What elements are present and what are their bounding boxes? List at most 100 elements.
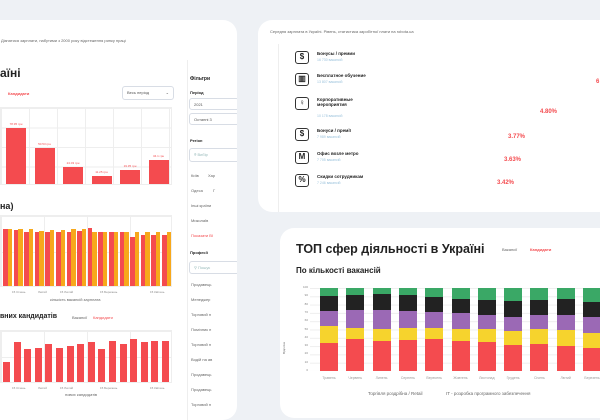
salary-chart: 78.95 грн 50.53 грн 24.03 грн 11.25 грн 19.3…	[0, 107, 172, 185]
profession-item[interactable]: Торговий п	[191, 402, 212, 407]
bar-orange	[81, 229, 87, 286]
profession-item[interactable]: Менеджер	[191, 297, 211, 302]
profession-item[interactable]: Продавець	[191, 282, 212, 287]
y-tick: 100	[302, 285, 308, 289]
tab-candidates[interactable]: Кандидати	[530, 247, 552, 252]
profession-item[interactable]: Торговий п	[191, 342, 212, 347]
bar-segment-purple	[556, 314, 575, 331]
bar-segment-purple	[398, 311, 417, 328]
show-all-link[interactable]: Показати ВІ	[191, 233, 214, 238]
region-tag[interactable]: Київ	[191, 173, 199, 178]
region-tag[interactable]: Хар	[208, 173, 216, 178]
benefit-percent: 6	[596, 79, 600, 85]
bar-orange	[7, 229, 12, 286]
bar-segment-yellow	[320, 326, 338, 343]
profession-item[interactable]: Торговий п	[191, 312, 212, 317]
bar	[140, 342, 148, 382]
note: Дізнатися зарплати, набутими з 2000 року…	[1, 38, 126, 43]
bar-orange	[18, 229, 23, 286]
bar	[56, 347, 63, 382]
bar-label: 24.03 грн	[66, 160, 80, 165]
x-tick: 15 Квітень	[150, 290, 165, 294]
y-tick: 70	[304, 309, 308, 314]
bar-segment-black	[451, 298, 470, 313]
bar-segment-red	[530, 344, 549, 371]
bar-red	[151, 235, 156, 286]
top-title: ТОП сфер діяльності в Україні	[296, 242, 485, 256]
benefit-count: 7 246 вакансій	[317, 181, 341, 185]
bar-segment-yellow	[504, 331, 523, 346]
bar	[91, 176, 112, 184]
bar-red	[34, 232, 40, 286]
profession-item[interactable]: Помічник п	[191, 327, 212, 332]
tab-candidates[interactable]: Кандидати	[8, 91, 30, 96]
benefit-percent: 4.80%	[540, 109, 558, 115]
bar-segment-red	[477, 341, 496, 371]
bar-segment-yellow	[398, 327, 417, 341]
benefit-title: Бесплатное обучение	[317, 73, 366, 78]
bar-segment-red	[583, 347, 600, 371]
bar-red	[3, 229, 8, 286]
bar-segment-purple	[583, 317, 600, 333]
bar	[34, 148, 55, 184]
bar-segment-yellow	[425, 327, 444, 340]
x-tick: 15 Лютий	[60, 386, 74, 390]
bar-segment-purple	[530, 315, 549, 329]
region-tag[interactable]: Г	[213, 188, 216, 193]
region-tag[interactable]: Одеса	[191, 188, 203, 193]
top-subtitle: По кількості вакансій	[296, 266, 381, 275]
bar-segment-yellow	[451, 328, 470, 342]
profession-item[interactable]: Продавець	[191, 387, 212, 392]
y-axis-ticks: 100 90 80 70 60 50 40 30 20 10 0	[298, 285, 308, 372]
metro-icon: M	[295, 151, 309, 164]
bar-red	[98, 232, 103, 286]
y-tick: 10	[304, 359, 308, 364]
x-tick: Листопад	[479, 376, 495, 380]
bar-segment-yellow	[583, 332, 600, 348]
bar-red	[119, 232, 125, 286]
tab-candidates-2[interactable]: Кандидати	[93, 315, 113, 320]
bar-label: 34.1 грн	[152, 153, 165, 158]
chart2-title: на)	[0, 201, 14, 211]
year-select[interactable]: 2021	[189, 98, 237, 110]
bar-label: 19.35 грн	[123, 164, 137, 169]
region-label: Регіон	[190, 138, 203, 143]
page-title: аїні	[0, 66, 21, 80]
region-tag[interactable]: Інші країни	[191, 203, 212, 208]
bar-segment-green	[398, 288, 417, 296]
bar-segment-red	[451, 341, 470, 371]
bar-segment-green	[477, 288, 496, 301]
profession-placeholder: Пошук	[198, 265, 211, 270]
bar-segment-red	[425, 339, 444, 371]
tab-vacancies[interactable]: Вакансії	[72, 315, 88, 320]
profession-search[interactable]: ⚲ Пошук	[189, 261, 237, 274]
salary-card: Дізнатися зарплати, набутими з 2000 року…	[0, 20, 237, 420]
bar-orange	[49, 230, 55, 286]
bar-orange	[155, 232, 161, 286]
profession-item[interactable]: Водій на ав	[191, 357, 213, 362]
discount-icon: %	[295, 174, 309, 187]
filters-panel: Фільтри Період 2021 Останні 3 Регіон ⌾ В…	[187, 60, 237, 420]
x-tick: Лютий	[38, 290, 47, 294]
profession-label: Професії	[190, 250, 208, 255]
tab-vacancies[interactable]: Вакансії	[502, 247, 518, 252]
chart3-xticks: 15 Січень Лютий 15 Лютий 15 Березень 15 Квіт…	[0, 386, 172, 392]
benefit-count: 10 178 вакансій	[317, 114, 343, 118]
region-search[interactable]: ⌾ Вибір	[189, 148, 237, 162]
range-select[interactable]: Останні 3	[189, 113, 237, 125]
profession-item[interactable]: Продавець	[191, 372, 212, 377]
bar-segment-black	[346, 294, 365, 311]
bar-red	[130, 236, 135, 286]
x-tick: Липень	[375, 376, 388, 380]
region-tag[interactable]: Миколаїв	[191, 218, 209, 223]
x-tick: 15 Березень	[100, 386, 118, 390]
period-select[interactable]: Весь період ⌄	[122, 86, 174, 100]
bar-segment-yellow	[372, 328, 391, 342]
bar-segment-black	[583, 302, 600, 318]
period-label: Період	[190, 90, 204, 95]
bar-segment-black	[425, 297, 444, 313]
bar-red	[13, 230, 19, 286]
bar-red	[45, 232, 50, 286]
bar-segment-green	[530, 288, 549, 300]
bar-orange	[92, 232, 97, 286]
